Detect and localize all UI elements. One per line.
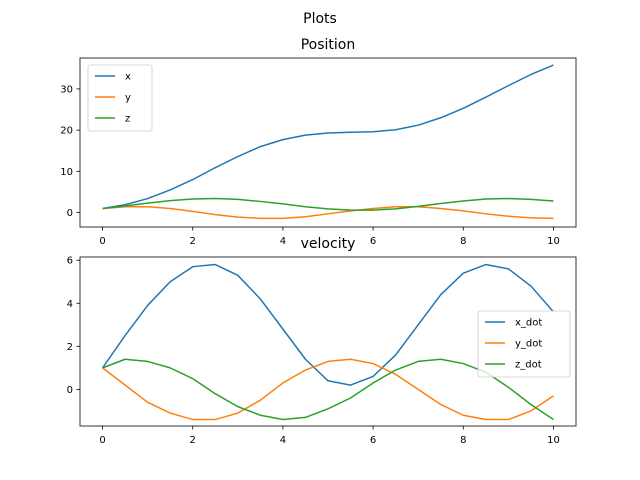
chart1-xtick-label: 4	[280, 435, 286, 446]
chart0-ytick-label: 0	[67, 208, 73, 219]
chart1-title: velocity	[301, 236, 356, 252]
chart0-legend-box	[87, 64, 153, 132]
chart0-legend-label-x: x	[125, 72, 131, 83]
chart0-xtick-label: 0	[99, 236, 105, 247]
chart1-plot-frame	[79, 256, 577, 427]
chart0-series-y-line	[102, 206, 554, 220]
chart0-series-z-line	[102, 197, 554, 211]
position-axes: Position 0 2 4 6 8 10 0 10 20 30 xyz	[60, 37, 577, 247]
chart0-ytick-label: 30	[60, 84, 73, 95]
chart0-xtick-label: 10	[547, 236, 560, 247]
chart1-xtick-label: 2	[190, 435, 196, 446]
chart1-ytick-label: 0	[67, 385, 73, 396]
chart1-ytick-label: 2	[67, 342, 73, 353]
chart0-legend-label-y: y	[125, 93, 131, 104]
chart1-xtick-label: 8	[460, 435, 466, 446]
chart0-xtick-label: 2	[190, 236, 196, 247]
chart1-series-y_dot-line	[102, 358, 554, 421]
chart0-series-x-line	[102, 64, 554, 210]
chart0-plot-frame	[79, 57, 577, 228]
chart1-legend-label-z_dot: z_dot	[515, 360, 542, 371]
chart1-xtick-label: 10	[547, 435, 560, 446]
chart0-ytick-label: 20	[60, 126, 73, 137]
chart0-xtick-label: 4	[280, 236, 286, 247]
chart0-title: Position	[301, 37, 356, 53]
chart0-xtick-label: 6	[370, 236, 376, 247]
chart1-xtick-label: 6	[370, 435, 376, 446]
chart1-ytick-label: 4	[67, 299, 73, 310]
chart0-xtick-label: 8	[460, 236, 466, 247]
chart1-legend-label-x_dot: x_dot	[515, 318, 542, 329]
chart1-xtick-label: 0	[99, 435, 105, 446]
chart0-ytick-label: 10	[60, 167, 73, 178]
chart1-series-x_dot-line	[101, 263, 555, 386]
chart1-legend-label-y_dot: y_dot	[515, 339, 542, 350]
chart1-legend-box	[477, 310, 571, 378]
velocity-axes: velocity 0 2 4 6 8 10 0 2 4 6 x_dot y_dot z_dot	[67, 236, 577, 446]
chart0-legend-label-z: z	[125, 114, 130, 125]
figure-suptitle: Plots	[303, 11, 337, 27]
chart1-ytick-label: 6	[67, 256, 73, 267]
